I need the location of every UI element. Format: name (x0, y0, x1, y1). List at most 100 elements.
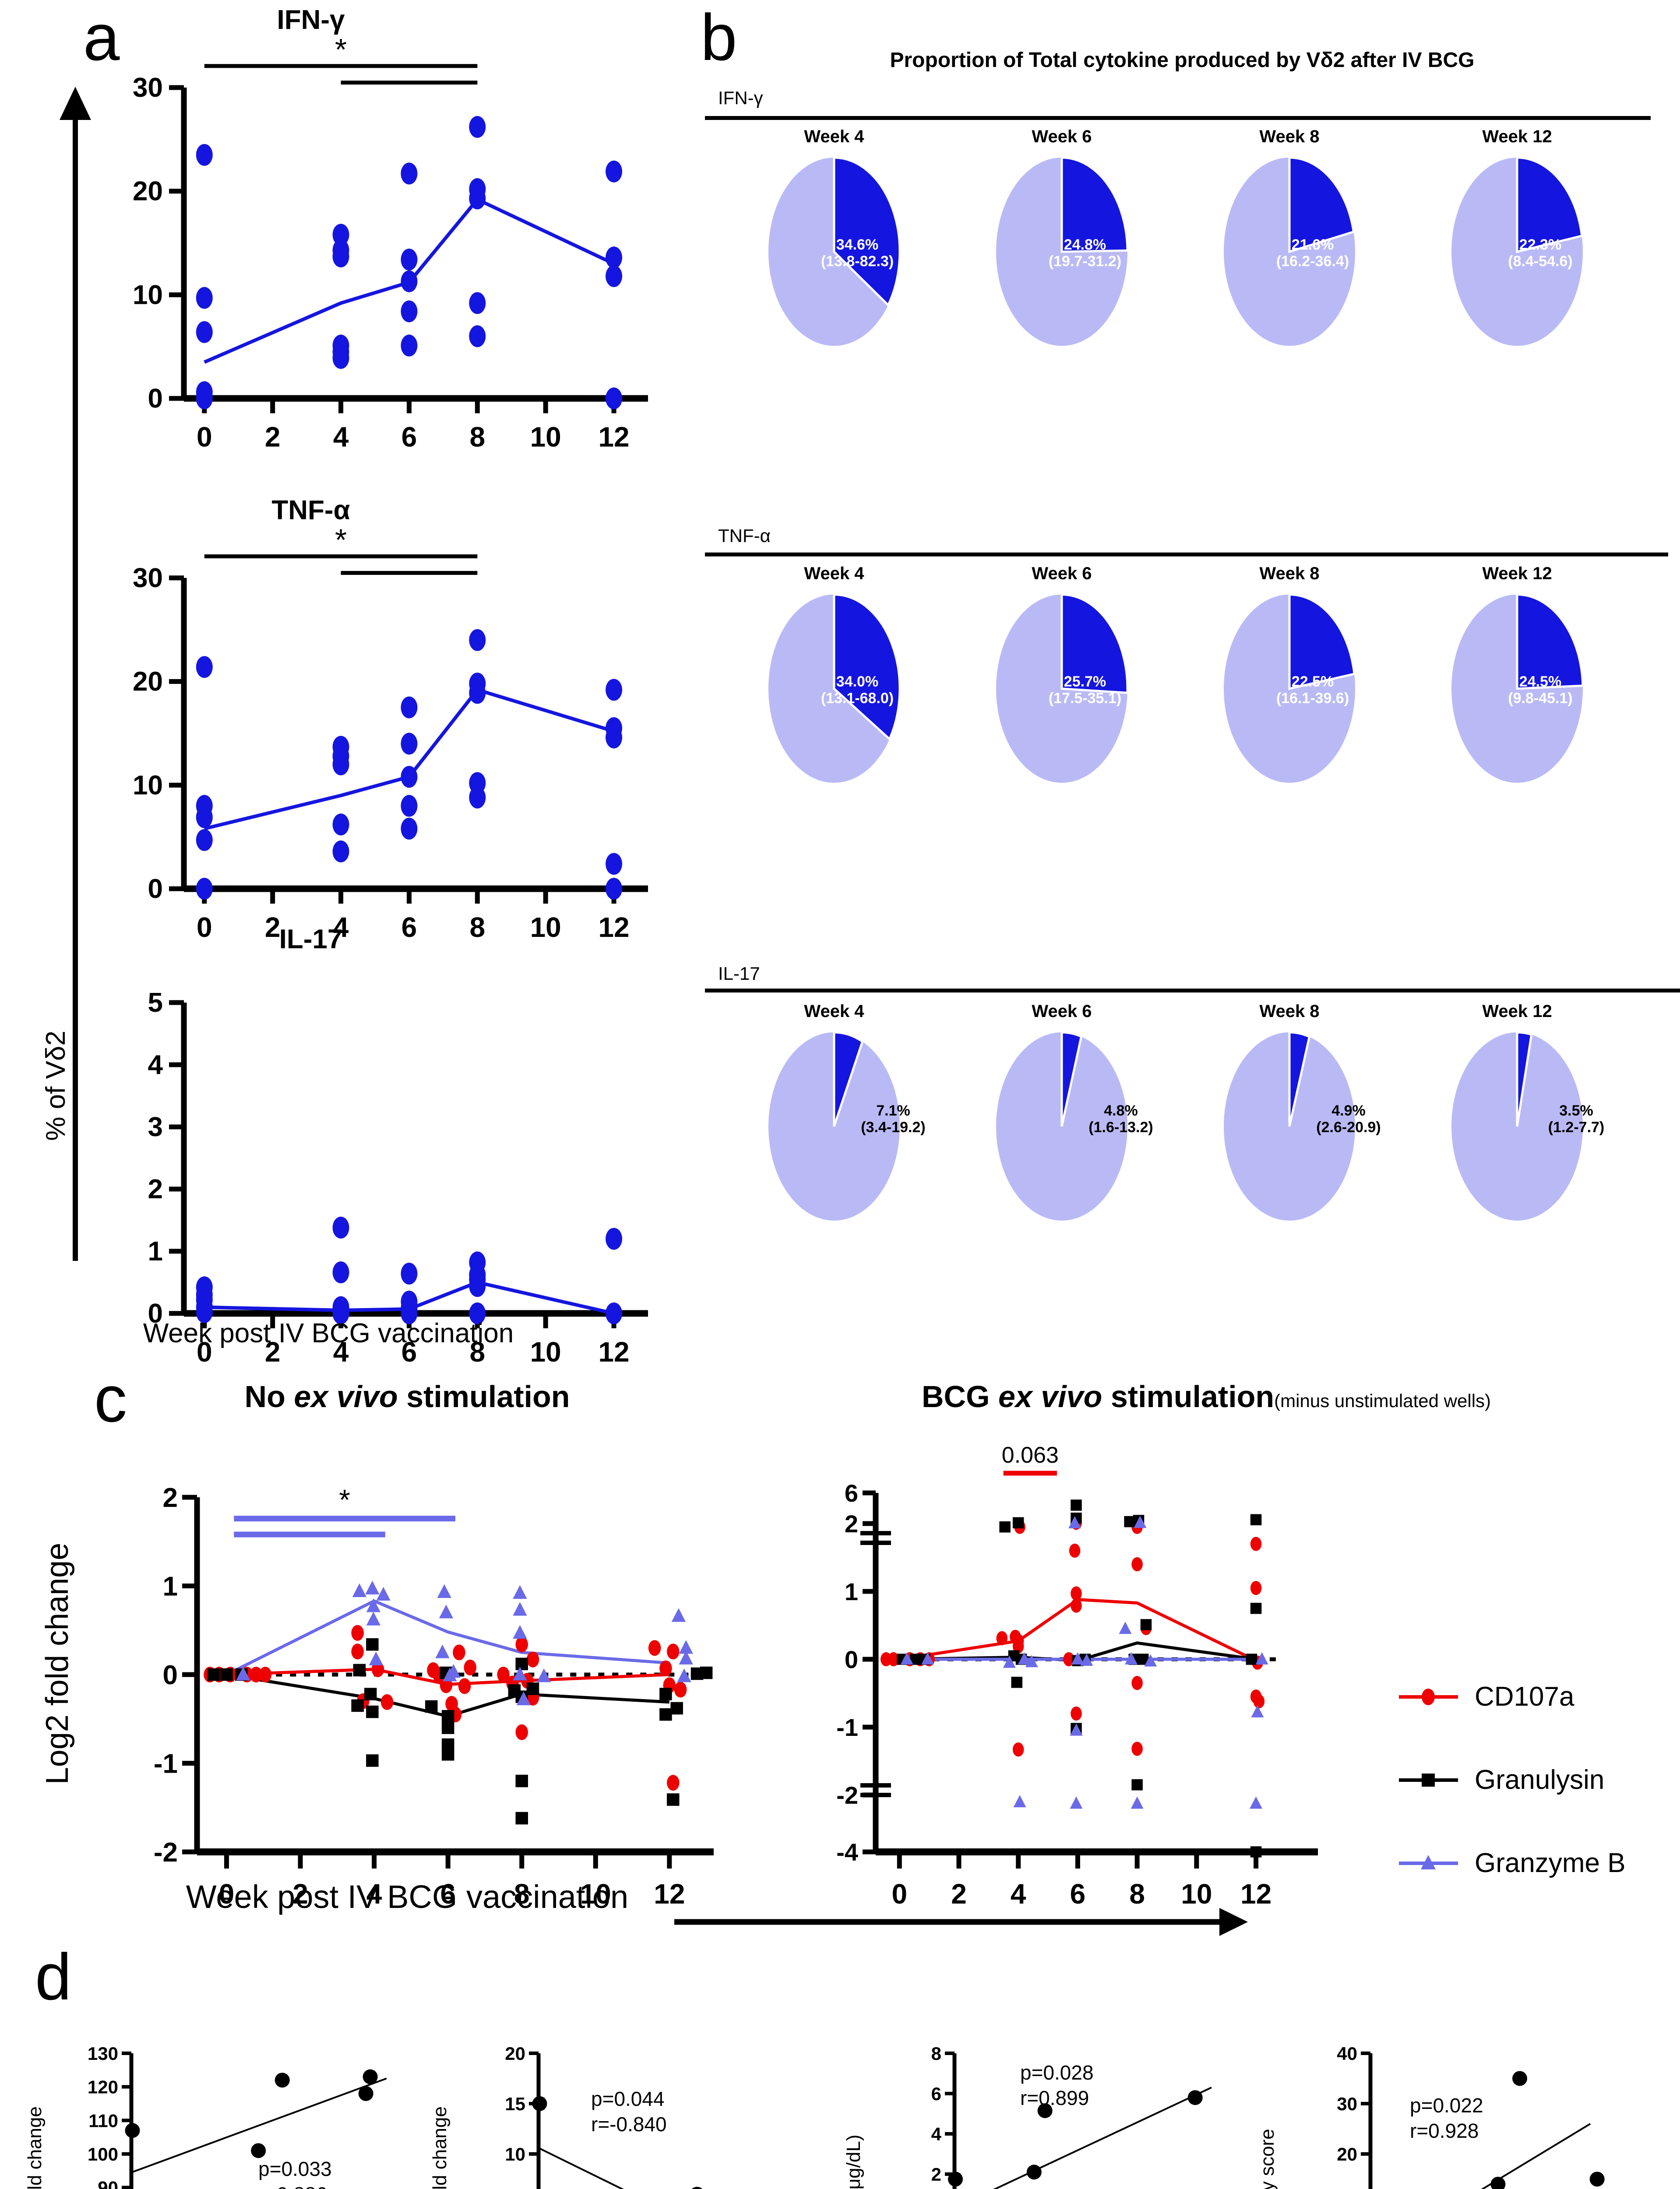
svg-text:20: 20 (133, 176, 163, 207)
svg-text:3: 3 (148, 1112, 163, 1142)
svg-text:8: 8 (469, 1336, 485, 1368)
pie-slice (1288, 593, 1356, 690)
pie-svg (768, 593, 901, 783)
chart-title-il17: IL-17 (279, 924, 343, 954)
legend-label: Granulysin (1475, 1765, 1605, 1795)
pie-value-label: 7.1% (3.4-19.2) (849, 1102, 937, 1136)
chart-a-ifng: 0 10 20 30 0 2 4 6 8 10 12 * (133, 32, 648, 453)
pie-ci: (13.1-68.0) (821, 690, 894, 707)
svg-text:*: * (335, 32, 347, 67)
svg-text:10: 10 (580, 1878, 611, 1910)
svg-text:40: 40 (1337, 2043, 1357, 2064)
pie-chart-b-tnfa-3: Week 12 24.5% (9.8-45.1) (1445, 564, 1629, 789)
pie-svg (996, 593, 1129, 783)
pie-chart-b-il17-1: Week 6 4.8% (1.6-13.2) (990, 1002, 1173, 1227)
stat-p-value: p=0.028 (1020, 2061, 1094, 2084)
svg-text:6: 6 (402, 1336, 417, 1368)
pie-ci: (1.6-13.2) (1088, 1119, 1153, 1136)
chart-title-tnfa: TNF-α (271, 495, 350, 525)
pie-week-label: Week 8 (1259, 564, 1320, 583)
pie-slice (1060, 1031, 1083, 1127)
svg-text:10: 10 (530, 911, 561, 943)
svg-text:0: 0 (197, 911, 212, 943)
pie-svg (768, 1031, 900, 1221)
pie-week-label: Week 4 (804, 1002, 864, 1021)
pie-week-label: Week 6 (1032, 127, 1092, 146)
pie-week-label: Week 4 (804, 127, 864, 146)
svg-text:12: 12 (598, 421, 629, 453)
svg-text:*: * (339, 1484, 350, 1516)
legend-item-granulysin: Granulysin (1397, 1764, 1604, 1795)
pie-svg (996, 156, 1129, 346)
pie-slice (833, 1031, 864, 1127)
chart-d1: 7080901001101201300510152025p=0.033r=0.8… (88, 2043, 387, 2189)
pie-slice (1060, 593, 1129, 694)
svg-text:0: 0 (197, 1336, 212, 1368)
pie-section-label-il17: IL-17 (718, 963, 760, 984)
pie-section-rule-il17 (705, 989, 1680, 992)
chart-d2-y-axis-title: Log2 fold change (429, 2106, 451, 2189)
pie-week-label: Week 8 (1259, 1002, 1320, 1021)
stat-p-value: p=0.033 (258, 2157, 332, 2180)
svg-text:2: 2 (931, 2164, 941, 2185)
legend-label: CD107a (1475, 1682, 1574, 1712)
pie-value-label: 25.7% (17.5-35.1) (1041, 673, 1129, 707)
svg-text:6: 6 (440, 1878, 456, 1910)
svg-text:120: 120 (88, 2077, 118, 2097)
svg-text:6: 6 (1070, 1878, 1086, 1910)
svg-text:4: 4 (366, 1878, 382, 1910)
pie-row-tnfa: Week 4 34.0% (13.1-68.0) Week 6 25.7% (17.5-3… (701, 564, 1664, 809)
legend-item-cd107a: CD107a (1397, 1681, 1574, 1712)
svg-text:8: 8 (1129, 1878, 1145, 1910)
pie-week-label: Week 8 (1259, 127, 1320, 146)
pie-pct: 4.9% (1331, 1102, 1366, 1119)
pie-ci: (19.7-31.2) (1048, 253, 1122, 270)
c-right-title-note: (minus unstimulated wells) (1274, 1390, 1491, 1411)
svg-text:8: 8 (931, 2043, 941, 2064)
pie-chart-b-ifng-1: Week 6 24.8% (19.7-31.2) (990, 127, 1173, 352)
pie-ci: (16.1-39.6) (1276, 690, 1349, 707)
legend-label: Granzyme B (1475, 1848, 1626, 1878)
svg-text:-1: -1 (836, 1714, 858, 1741)
panel-c-letter: c (94, 1362, 127, 1436)
svg-text:1: 1 (148, 1236, 163, 1267)
svg-text:-4: -4 (836, 1838, 858, 1866)
panel-a-x-axis-title: Week post IV BCG vaccination (143, 1318, 514, 1348)
pie-ci: (1.2-7.7) (1548, 1119, 1605, 1136)
pie-pct: 22.5% (1291, 673, 1334, 690)
svg-text:8: 8 (469, 911, 485, 943)
svg-text:20: 20 (505, 2043, 525, 2064)
pie-value-label: 34.0% (13.1-68.0) (814, 673, 901, 707)
pie-slice (1516, 1031, 1533, 1127)
svg-text:30: 30 (133, 563, 163, 593)
svg-text:6: 6 (402, 911, 417, 943)
svg-text:0: 0 (148, 874, 163, 904)
pie-chart-b-tnfa-0: Week 4 34.0% (13.1-68.0) (762, 564, 946, 789)
svg-text:6: 6 (931, 2083, 941, 2104)
pie-ci: (17.5-35.1) (1048, 690, 1122, 707)
pie-svg (1451, 1031, 1583, 1221)
pie-section-label-tnfa: TNF-α (718, 525, 771, 546)
pie-pct: 34.6% (836, 236, 879, 253)
pie-value-label: 3.5% (1.2-7.7) (1532, 1102, 1620, 1136)
panel-b-title: Proportion of Total cytokine produced by… (890, 49, 1475, 72)
pie-value-label: 21.6% (16.2-36.4) (1269, 236, 1356, 270)
svg-text:8: 8 (514, 1878, 530, 1910)
pie-pct: 7.1% (876, 1102, 910, 1119)
c-right-title-italic: ex vivo (998, 1380, 1102, 1414)
panel-d-letter: d (35, 1940, 72, 2013)
svg-text:1: 1 (845, 1578, 858, 1605)
pie-week-label: Week 12 (1482, 127, 1552, 146)
svg-text:0: 0 (163, 1660, 178, 1690)
pie-value-label: 22.5% (16.1-39.6) (1269, 673, 1356, 707)
pie-week-label: Week 6 (1032, 564, 1092, 583)
pie-svg (1224, 593, 1356, 783)
pie-value-label: 4.9% (2.6-20.9) (1305, 1102, 1392, 1136)
svg-text:4: 4 (1011, 1878, 1026, 1910)
pie-value-label: 34.6% (13.8-82.3) (814, 236, 901, 270)
c-left-title-italic: ex vivo (294, 1380, 398, 1414)
panel-c-left-x-axis-title: Week post IV BCG vaccination (186, 1879, 629, 1915)
pie-svg (1224, 156, 1355, 346)
